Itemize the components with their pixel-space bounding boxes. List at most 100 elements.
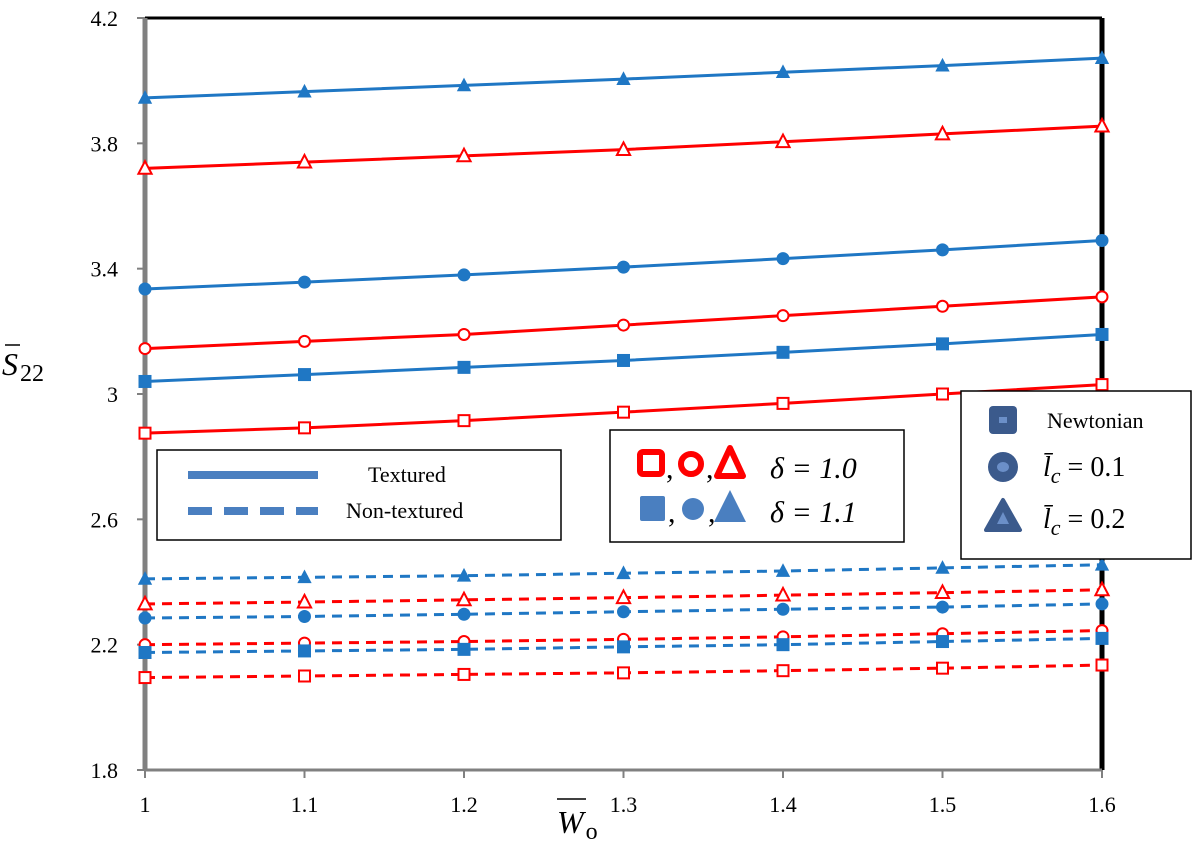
- data-point-square: [138, 671, 152, 685]
- data-point-square: [457, 360, 471, 374]
- y-tick-label: 3.8: [91, 131, 119, 156]
- legend-delta: , , δ = 1.0 , , δ = 1.1: [609, 429, 905, 543]
- data-point-triangle: [297, 83, 312, 98]
- series-5: [138, 327, 1109, 388]
- data-point-circle: [138, 282, 152, 296]
- data-point-triangle: [296, 592, 313, 609]
- y-tick-label: 4.2: [91, 6, 119, 31]
- legend-delta1-circle-marker: [678, 451, 704, 477]
- legend-newtonian-square-inner: [999, 417, 1007, 423]
- data-point-circle: [1095, 597, 1109, 611]
- x-axis-title-base: W: [557, 804, 587, 840]
- data-point-triangle: [137, 571, 153, 585]
- legend-delta1-label: δ = 1.0: [770, 452, 857, 485]
- data-point-triangle: [137, 90, 153, 104]
- data-point-triangle: [455, 146, 473, 163]
- series-1: [137, 50, 1110, 104]
- x-axis-title: Wo: [557, 798, 598, 845]
- data-point-circle: [138, 342, 152, 356]
- legend-textured-label: Textured: [368, 462, 446, 487]
- data-point-triangle: [136, 594, 154, 611]
- data-point-triangle: [616, 565, 631, 580]
- data-point-square: [617, 353, 630, 367]
- legend-delta-box: [609, 429, 905, 543]
- series-6: [138, 378, 1109, 440]
- data-point-circle: [617, 605, 630, 619]
- legend-delta1-comma2: ,: [706, 452, 714, 485]
- data-point-circle: [457, 327, 471, 341]
- y-tick-label: 3.4: [91, 257, 119, 282]
- data-point-triangle: [456, 77, 472, 92]
- legend-lc02-triangle-inner: [997, 512, 1009, 524]
- data-point-triangle: [615, 588, 632, 605]
- data-point-circle: [298, 609, 311, 623]
- data-point-square: [1095, 327, 1109, 341]
- legend-delta2-square-marker: [640, 496, 665, 521]
- data-point-triangle: [774, 585, 792, 602]
- data-point-square: [936, 337, 949, 351]
- y-tick-label: 2.2: [91, 633, 119, 658]
- y-axis-title-base: S: [2, 346, 18, 382]
- data-point-circle: [776, 602, 790, 616]
- data-point-circle: [1095, 290, 1109, 304]
- x-tick-label: 1.2: [450, 792, 478, 817]
- data-point-square: [138, 374, 152, 388]
- legend-lc01-eq: = 0.1: [1061, 452, 1126, 483]
- x-tick-label: 1.6: [1088, 792, 1116, 817]
- series-11: [138, 631, 1109, 659]
- data-point-square: [457, 667, 471, 681]
- legend-models: Newtonian l̄ c = 0.1 l̄c = 0.2: [960, 390, 1192, 560]
- data-point-triangle: [935, 560, 950, 574]
- x-tick-label: 1.5: [929, 792, 957, 817]
- legend-newtonian-label: Newtonian: [1047, 408, 1144, 433]
- x-axis-title-sub: o: [586, 819, 598, 845]
- legend-lc02-label: l̄c = 0.2: [1043, 504, 1125, 540]
- y-tick-label: 1.8: [91, 758, 119, 783]
- data-point-square: [457, 414, 471, 428]
- y-tick-label: 2.6: [91, 507, 119, 532]
- data-point-square: [936, 387, 949, 401]
- legend-delta2-comma1: ,: [668, 496, 676, 529]
- data-point-triangle: [615, 140, 632, 156]
- data-point-square: [776, 638, 790, 652]
- data-point-triangle: [456, 567, 472, 582]
- y-tick-label: 3: [107, 382, 118, 407]
- svg-text:Wo: Wo: [557, 804, 598, 845]
- x-tick-label: 1.4: [769, 792, 797, 817]
- data-point-circle: [936, 299, 949, 313]
- data-point-square: [776, 396, 790, 410]
- data-point-triangle: [297, 569, 312, 584]
- data-point-square: [138, 646, 152, 659]
- axis-ticks: 1 1.1 1.2 1.3 1.4 1.5 1.6 1.8 2.2 2.6 3 3.4 3.8 4.2: [91, 6, 1116, 817]
- data-point-square: [298, 368, 311, 382]
- data-point-circle: [1095, 233, 1109, 247]
- legend-lc01-sub: c: [1051, 463, 1061, 488]
- x-tick-label: 1.3: [610, 792, 638, 817]
- data-point-triangle: [136, 159, 154, 175]
- data-point-circle: [776, 252, 790, 266]
- legend-delta1-triangle-marker: [714, 445, 746, 479]
- data-point-triangle: [616, 71, 631, 85]
- series-layer: [136, 50, 1111, 685]
- data-point-triangle: [775, 563, 791, 577]
- data-point-circle: [298, 275, 311, 289]
- data-point-triangle: [774, 132, 792, 149]
- data-point-triangle: [775, 64, 791, 79]
- series-7: [137, 556, 1110, 585]
- data-point-circle: [936, 600, 949, 614]
- data-point-triangle: [1094, 556, 1110, 571]
- data-point-square: [138, 426, 152, 440]
- data-point-square: [776, 664, 790, 678]
- data-point-square: [776, 345, 790, 359]
- legend-line-style: Textured Non-textured: [156, 449, 562, 541]
- series-3: [138, 233, 1109, 296]
- data-point-circle: [138, 611, 152, 625]
- legend-delta2-label: δ = 1.1: [770, 496, 857, 529]
- series-8: [136, 580, 1111, 611]
- series-12: [138, 658, 1109, 685]
- legend-delta1-square-marker: [637, 449, 665, 477]
- legend-lc02-symbol: l̄: [1043, 504, 1053, 535]
- series-4: [138, 290, 1109, 356]
- x-tick-label: 1: [140, 792, 151, 817]
- legend-lc01-circle-inner: [997, 462, 1009, 472]
